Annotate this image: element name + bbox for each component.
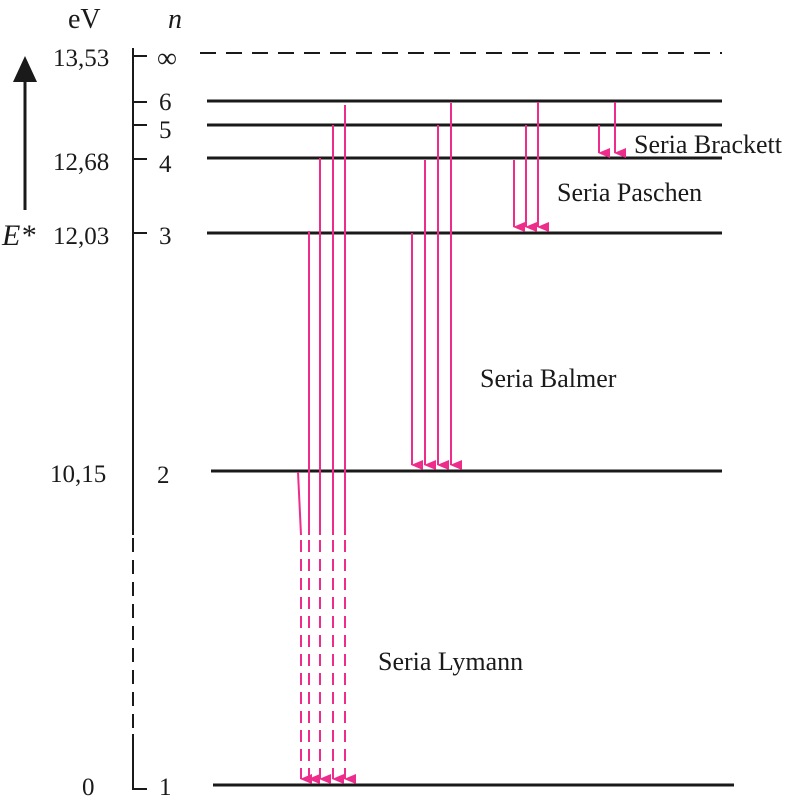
n-label-2: 2 (157, 462, 170, 489)
n-label-6: 6 (159, 89, 172, 116)
balmer-series-arrows (411, 103, 462, 470)
energy-label-n4: 12,68 (53, 149, 109, 176)
series-label-paschen: Seria Paschen (557, 178, 702, 207)
energy-axis-symbol: E* (1, 219, 35, 252)
n-label-5: 5 (159, 117, 172, 144)
lyman-series-arrows (297, 105, 356, 784)
series-label-brackett: Seria Brackett (634, 130, 783, 159)
n-label-4: 4 (159, 151, 172, 178)
energy-axis-arrowhead (13, 56, 37, 82)
brackett-series-arrows (598, 102, 626, 158)
series-label-balmer: Seria Balmer (480, 364, 617, 393)
energy-label-n2: 10,15 (50, 461, 106, 488)
n-label-infinity: ∞ (157, 43, 177, 74)
energy-label-n3: 12,03 (53, 223, 109, 250)
n-label-1: 1 (159, 774, 172, 798)
unit-label: eV (68, 4, 101, 35)
energy-label-n1: 0 (82, 774, 95, 798)
paschen-series-arrows (513, 102, 549, 232)
energy-label-infinity: 13,53 (53, 45, 109, 72)
quantum-number-label: n (168, 4, 182, 35)
series-label-lyman: Seria Lymann (378, 647, 523, 676)
n-label-3: 3 (159, 223, 172, 250)
